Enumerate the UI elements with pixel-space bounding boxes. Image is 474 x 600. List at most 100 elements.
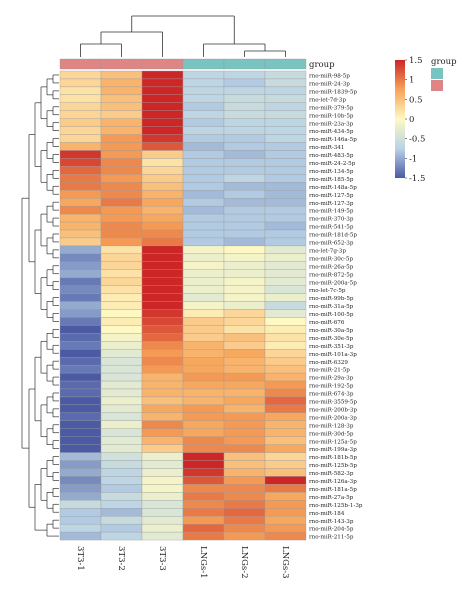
heatmap-cell (223, 70, 266, 80)
heatmap-cell (264, 309, 307, 318)
heatmap-cell (141, 229, 184, 239)
row-label: rno-let-7c-5p (309, 288, 346, 294)
heatmap-cell (59, 452, 102, 461)
heatmap-cell (100, 412, 143, 421)
heatmap-cell (182, 261, 225, 270)
heatmap-cell (223, 317, 266, 326)
heatmap-cell (264, 523, 307, 533)
heatmap-cell (223, 388, 266, 398)
row-dendrogram (21, 74, 59, 537)
heatmap-cell (141, 269, 184, 278)
heatmap-cell (223, 476, 266, 485)
heatmap-cell (59, 500, 102, 509)
heatmap-cell (59, 198, 102, 207)
heatmap-cell (223, 277, 266, 286)
heatmap-cell (182, 221, 225, 231)
heatmap-cell (141, 444, 184, 453)
heatmap-cell (100, 468, 143, 477)
heatmap-cell (182, 253, 225, 262)
heatmap-cell (141, 516, 184, 525)
group-legend-swatch (431, 80, 443, 91)
heatmap-cell (59, 221, 102, 231)
heatmap-cell (182, 468, 225, 477)
heatmap-cell (100, 142, 143, 151)
heatmap-cell (182, 333, 225, 342)
heatmap-cell (100, 460, 143, 469)
heatmap-cell (223, 460, 266, 469)
heatmap-cell (223, 78, 266, 88)
heatmap-cell (223, 404, 266, 414)
heatmap-cell (59, 182, 102, 191)
heatmap-cell (264, 325, 307, 334)
heatmap-cell (59, 396, 102, 406)
heatmap-cell (182, 118, 225, 127)
heatmap-cell (100, 420, 143, 429)
heatmap-cell (182, 325, 225, 334)
heatmap-cell (264, 349, 307, 358)
heatmap-cell (141, 158, 184, 167)
heatmap-cell (100, 245, 143, 255)
row-label: rno-miR-125b-1-3p (309, 503, 363, 509)
heatmap-cell (141, 94, 184, 103)
heatmap-cell (182, 364, 225, 374)
heatmap-cell (264, 277, 307, 286)
heatmap-cell (141, 325, 184, 334)
heatmap-cell (182, 523, 225, 533)
heatmap-cell (100, 285, 143, 294)
heatmap-cell (182, 182, 225, 191)
heatmap-cell (59, 293, 102, 302)
heatmap-cell (182, 158, 225, 167)
heatmap-cell (100, 325, 143, 334)
heatmap-cell (59, 78, 102, 88)
heatmap-cell (182, 500, 225, 509)
heatmap-cell (100, 372, 143, 382)
heatmap-cell (59, 229, 102, 239)
heatmap-cell (264, 190, 307, 199)
heatmap-cell (59, 476, 102, 485)
row-label: rno-miR-24-3p (309, 82, 350, 88)
row-label: rno-miR-211-5p (309, 535, 354, 541)
heatmap-cell (223, 333, 266, 342)
heatmap-cell (182, 420, 225, 429)
heatmap-cell (182, 492, 225, 501)
heatmap-cell (141, 174, 184, 183)
heatmap-cell (100, 182, 143, 191)
heatmap-cell (141, 198, 184, 207)
colorbar-tick-label: 1 (409, 76, 414, 86)
row-label: rno-miR-434-5p (309, 129, 354, 135)
heatmap-cell (141, 341, 184, 350)
heatmap-cell (141, 237, 184, 247)
heatmap-cell (264, 476, 307, 485)
heatmap-cell (141, 190, 184, 199)
row-label: rno-miR-199a-3p (309, 447, 357, 453)
heatmap-cell (59, 110, 102, 119)
heatmap-cell (100, 253, 143, 262)
heatmap-cell (223, 444, 266, 453)
heatmap-cell (100, 118, 143, 127)
heatmap-cell (223, 357, 266, 366)
heatmap-cell (141, 221, 184, 231)
row-label: rno-miR-31a-5p (309, 304, 354, 310)
heatmap-cell (182, 309, 225, 318)
colorbar-tick-label: 1.5 (409, 56, 423, 66)
heatmap-cell (100, 523, 143, 533)
heatmap-cell (141, 428, 184, 437)
heatmap-cell (223, 229, 266, 239)
heatmap-cell (264, 516, 307, 525)
heatmap-cell (182, 516, 225, 525)
heatmap-cell (59, 102, 102, 111)
column-labels: 3T3-1 3T3-2 3T3-3 LNGs-1 LNGs-2 LNGs-3 (75, 546, 290, 579)
heatmap-cell (59, 142, 102, 151)
heatmap-cell (223, 500, 266, 509)
heatmap-cell (182, 436, 225, 445)
heatmap-cell (100, 428, 143, 437)
heatmap-cell (182, 150, 225, 159)
heatmap-cell (223, 492, 266, 501)
row-label: rno-miR-184 (309, 511, 345, 517)
color-scale-legend: 1.5 1 0.5 0 -0.5 -1 -1.5 (395, 56, 425, 184)
heatmap-cell (59, 484, 102, 493)
heatmap-cell (141, 420, 184, 429)
heatmap-cell (182, 198, 225, 207)
heatmap-cell (141, 388, 184, 398)
